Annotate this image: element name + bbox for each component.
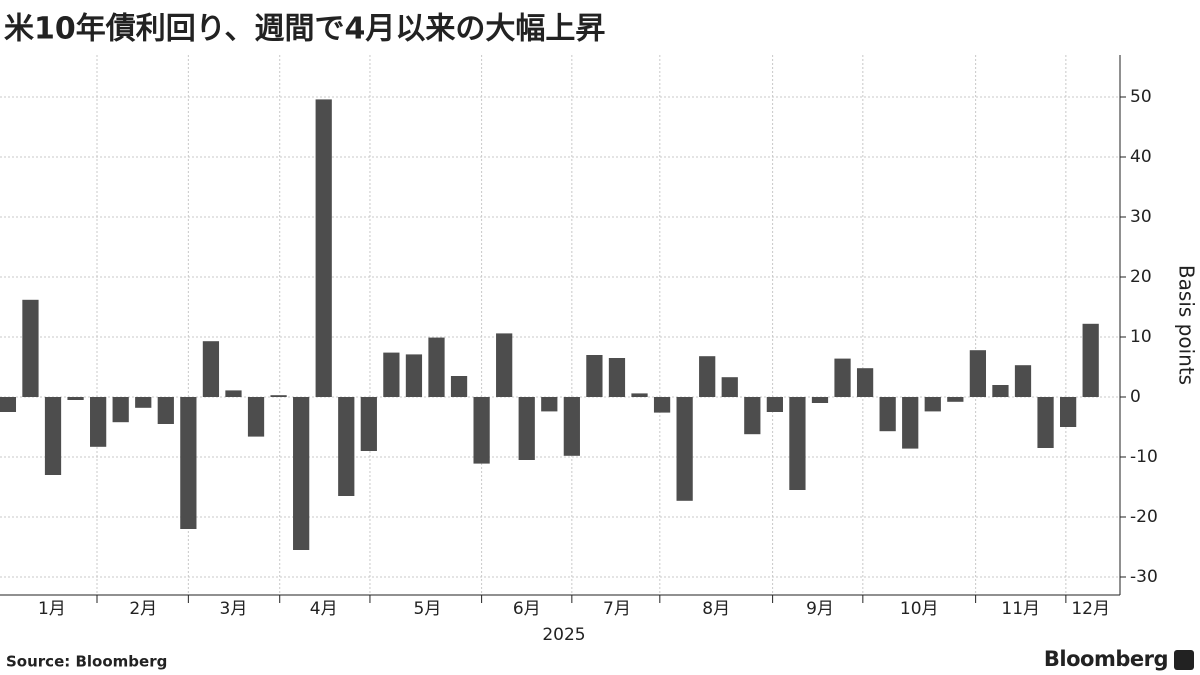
y-tick-label: 30	[1130, 207, 1152, 227]
bar	[202, 341, 220, 397]
y-tick-label: 10	[1130, 327, 1152, 347]
x-tick-label: 5月	[414, 599, 442, 619]
y-tick-label: 40	[1130, 147, 1152, 167]
x-axis-label: 2025	[542, 625, 585, 645]
bar	[879, 397, 896, 432]
bar	[44, 397, 62, 475]
bar	[744, 397, 761, 435]
bar	[924, 397, 941, 412]
bar	[450, 376, 468, 397]
bar	[90, 397, 107, 447]
bar	[586, 355, 603, 397]
bar	[405, 354, 423, 397]
bar	[902, 397, 919, 449]
bar	[473, 397, 490, 464]
bar	[338, 397, 355, 496]
bar	[789, 397, 806, 490]
bar	[225, 390, 242, 397]
x-tick-label: 11月	[1001, 599, 1040, 619]
bar	[969, 350, 987, 397]
bar	[247, 397, 265, 437]
x-tick-label: 8月	[702, 599, 730, 619]
bar	[653, 397, 671, 413]
bar	[811, 397, 829, 403]
bar	[112, 397, 129, 423]
bar	[676, 397, 693, 501]
bar	[1082, 323, 1099, 397]
x-tick-label: 3月	[220, 599, 248, 619]
x-tick-label: 7月	[603, 599, 631, 619]
bar	[631, 393, 648, 397]
bar	[947, 397, 964, 402]
bar	[834, 358, 851, 397]
source: Source: Bloomberg	[6, 653, 167, 671]
bar	[67, 397, 84, 400]
bar	[496, 333, 513, 397]
bar	[135, 397, 152, 408]
bar	[428, 337, 445, 397]
y-tick-label: -30	[1130, 567, 1158, 587]
bar	[0, 397, 17, 412]
bar	[699, 356, 716, 397]
bar	[157, 397, 174, 424]
bar	[608, 358, 626, 397]
bar	[360, 397, 377, 451]
bar	[1059, 397, 1077, 427]
bar	[518, 397, 535, 460]
bar	[1037, 397, 1054, 448]
x-tick-label: 1月	[38, 599, 66, 619]
y-tick-label: 20	[1130, 267, 1152, 287]
chart-title: 米10年債利回り、週間で4月以来の大幅上昇	[4, 12, 605, 47]
bar	[383, 352, 400, 397]
bar	[541, 397, 558, 412]
brand: Bloomberg	[1044, 647, 1168, 671]
bar	[992, 385, 1009, 397]
y-tick-label: -10	[1130, 447, 1158, 467]
x-tick-label: 9月	[806, 599, 834, 619]
bar	[315, 99, 332, 398]
brand-icon	[1174, 650, 1194, 670]
y-tick-label: 0	[1130, 387, 1141, 407]
y-tick-label: -20	[1130, 507, 1158, 527]
bar	[721, 377, 738, 397]
bar	[22, 299, 39, 397]
bar	[1014, 365, 1032, 397]
bar	[856, 368, 874, 397]
bar	[766, 397, 783, 412]
y-tick-label: 50	[1130, 87, 1152, 107]
x-tick-label: 10月	[900, 599, 939, 619]
x-tick-label: 6月	[513, 599, 541, 619]
x-tick-label: 12月	[1071, 599, 1110, 619]
bar	[563, 397, 580, 456]
x-tick-label: 2月	[129, 599, 157, 619]
bar	[293, 397, 310, 550]
bar	[270, 395, 287, 397]
x-tick-label: 4月	[310, 599, 338, 619]
y-axis-label: Basis points	[1175, 265, 1199, 385]
bar	[180, 397, 197, 529]
